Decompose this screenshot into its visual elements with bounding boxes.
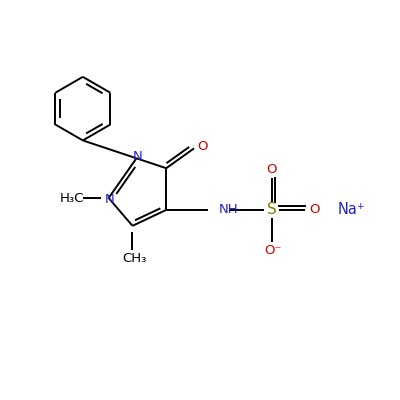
- Text: H₃C: H₃C: [60, 192, 84, 204]
- Text: Na⁺: Na⁺: [337, 202, 365, 218]
- Text: NH: NH: [219, 204, 239, 216]
- Text: O: O: [198, 140, 208, 153]
- Text: N: N: [133, 150, 142, 163]
- Text: O: O: [309, 204, 319, 216]
- Text: O⁻: O⁻: [264, 244, 282, 257]
- Text: N: N: [104, 193, 114, 206]
- Text: O: O: [266, 163, 277, 176]
- Text: S: S: [267, 202, 276, 218]
- Text: CH₃: CH₃: [122, 252, 147, 265]
